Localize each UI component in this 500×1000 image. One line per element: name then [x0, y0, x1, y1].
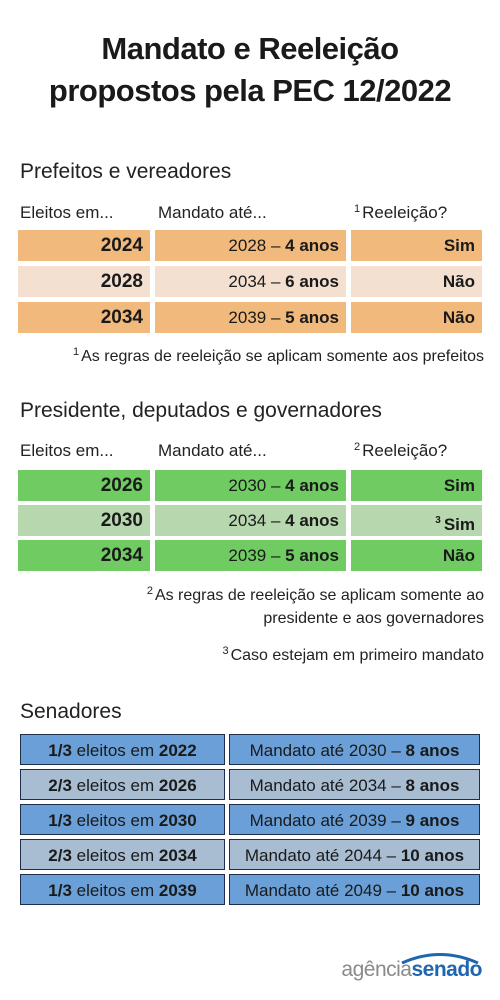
- table-cell-mandate: 2034 – 6 anos: [155, 266, 346, 297]
- footnote-2: 2 As regras de reeleição se aplicam somen…: [146, 585, 484, 627]
- table-cell-mandate: 2028 – 4 anos: [155, 230, 346, 261]
- senate-cell-mandate: Mandato até 2030 – 8 anos: [229, 734, 480, 765]
- table-cell-year: 2034: [18, 302, 150, 333]
- col-header-mandato: Mandato até...: [158, 203, 267, 222]
- footnote-1: 1 As regras de reeleição se aplicam somen…: [73, 346, 484, 365]
- table-cell-year: 2028: [18, 266, 150, 297]
- senate-cell-mandate: Mandato até 2034 – 8 anos: [229, 769, 480, 800]
- table-cell-year: 2024: [18, 230, 150, 261]
- col-header-eleitos: Eleitos em...: [20, 203, 114, 222]
- table-cell-mandate: 2030 – 4 anos: [155, 470, 346, 501]
- table-cell-reelection: Não: [351, 266, 482, 297]
- senate-cell-elected: 2/3 eleitos em 2034: [20, 839, 225, 870]
- col-header-mandato: Mandato até...: [158, 441, 267, 460]
- table-cell-mandate: 2039 – 5 anos: [155, 540, 346, 571]
- senate-cell-mandate: Mandato até 2039 – 9 anos: [229, 804, 480, 835]
- table-cell-reelection: Não: [351, 540, 482, 571]
- title-line-1: Mandato e Reeleição: [101, 31, 399, 66]
- title-line-2: propostos pela PEC 12/2022: [48, 73, 452, 108]
- logo-arc-icon: [401, 953, 479, 964]
- senate-cell-mandate: Mandato até 2049 – 10 anos: [229, 874, 480, 905]
- table-cell-year: 2026: [18, 470, 150, 501]
- section-title-presidente: Presidente, deputados e governadores: [20, 399, 382, 422]
- col-header-reeleicao: 1 Reeleição?: [354, 203, 448, 222]
- table-cell-reelection: Não: [351, 302, 482, 333]
- table-cell-reelection: 3 Sim: [351, 505, 482, 536]
- page-title: Mandato e Reeleição propostos pela PEC 1…: [0, 28, 500, 112]
- table-cell-mandate: 2039 – 5 anos: [155, 302, 346, 333]
- senate-cell-elected: 1/3 eleitos em 2039: [20, 874, 225, 905]
- section-title-prefeitos: Prefeitos e vereadores: [20, 160, 232, 183]
- col-header-eleitos: Eleitos em...: [20, 441, 114, 460]
- table-cell-reelection: Sim: [351, 470, 482, 501]
- table-cell-year: 2034: [18, 540, 150, 571]
- senate-cell-elected: 2/3 eleitos em 2026: [20, 769, 225, 800]
- agencia-senado-logo: agênciasenado: [341, 958, 482, 981]
- senate-cell-elected: 1/3 eleitos em 2022: [20, 734, 225, 765]
- table-cell-reelection: Sim: [351, 230, 482, 261]
- senate-cell-mandate: Mandato até 2044 – 10 anos: [229, 839, 480, 870]
- senate-cell-elected: 1/3 eleitos em 2030: [20, 804, 225, 835]
- col-header-reeleicao: 2 Reeleição?: [354, 441, 448, 460]
- footnote-3: 3 Caso estejam em primeiro mandato: [222, 645, 484, 664]
- section-title-senadores: Senadores: [20, 700, 122, 723]
- table-cell-year: 2030: [18, 505, 150, 536]
- table-cell-mandate: 2034 – 4 anos: [155, 505, 346, 536]
